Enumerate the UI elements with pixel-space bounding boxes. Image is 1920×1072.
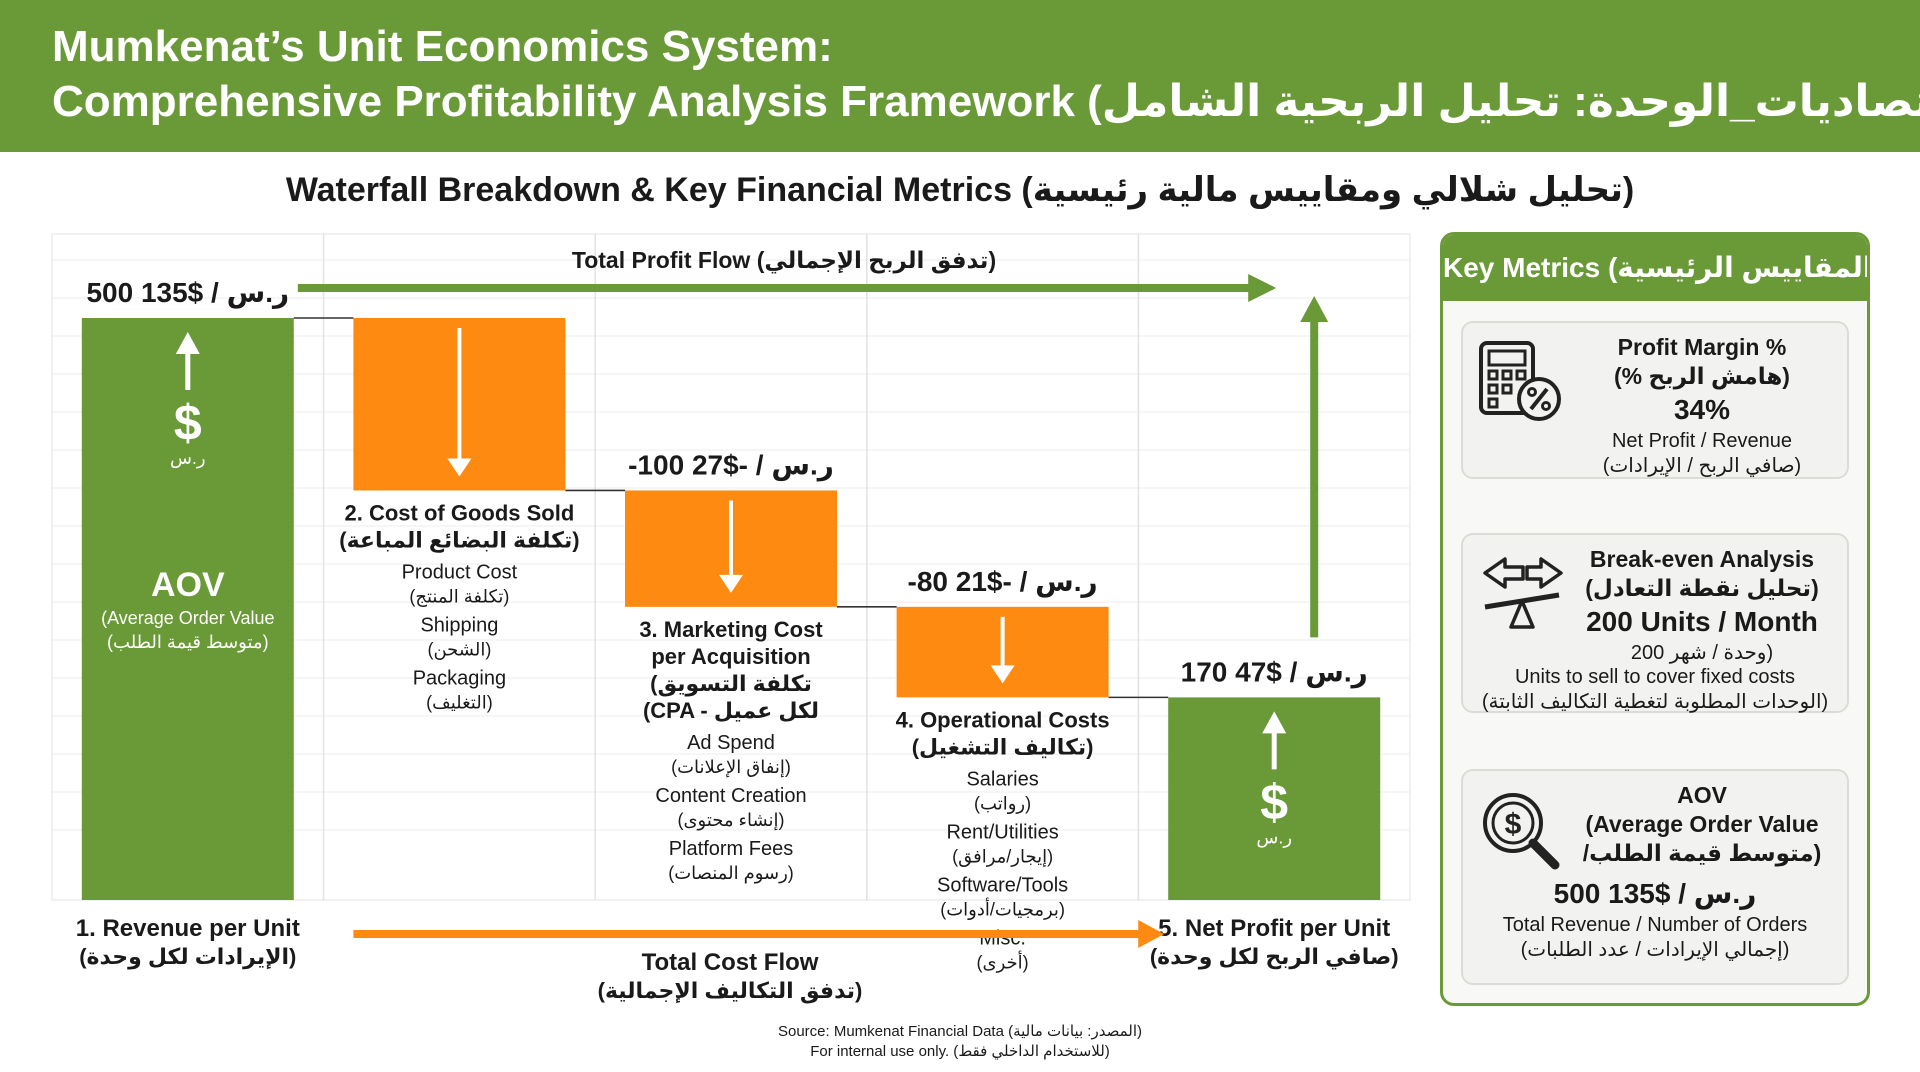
value-label-3: -100 ر.س / -$27 <box>628 449 834 481</box>
profit-flow-label: Total Profit Flow (تدفق الربح الإجمالي) <box>572 247 996 274</box>
cost-item: (التغليف) <box>426 692 493 712</box>
aov-bar-label: AOV <box>151 566 225 604</box>
riyal-symbol: ر.س <box>1256 827 1292 847</box>
step-label-3: 3. Marketing Cost <box>639 617 823 642</box>
page-title-line2: Comprehensive Profitability Analysis Fra… <box>52 77 1920 126</box>
cost-item: Ad Spend <box>687 732 775 754</box>
metric-note-line2: (صافي الربح / الإيرادات) <box>1602 455 1802 477</box>
step-label-5: (صافي الربح لكل وحدة) <box>1150 944 1399 970</box>
internal-use-line: For internal use only. (للاستخدام الداخل… <box>810 1043 1110 1060</box>
cost-item: (تكلفة المنتج) <box>409 586 509 607</box>
profit-flow-arrowhead <box>1248 274 1277 302</box>
step-label-3: (CPA - لكل عميل <box>643 698 819 723</box>
step-label-2: (تكلفة البضائع المباعة) <box>339 527 579 553</box>
cost-item: Product Cost <box>402 561 518 583</box>
metric-card-profit-margin: Profit Margin % (% هامش الربح) 34% Net P… <box>1461 321 1849 479</box>
cost-item: (إيجار/مرافق) <box>952 846 1053 867</box>
cost-item: (رسوم المنصات) <box>668 863 794 884</box>
aov-value: 500 ر.س / $135 <box>1553 878 1757 909</box>
cost-item: Content Creation <box>655 785 806 807</box>
step-label-5: 5. Net Profit per Unit <box>1158 915 1390 942</box>
step-label-3: per Acquisition <box>651 644 810 669</box>
step-label-3: (تكلفة التسويق <box>650 671 812 697</box>
svg-text:$: $ <box>1505 808 1522 841</box>
cost-item: Packaging <box>413 667 506 689</box>
cost-flow-label: Total Cost Flow <box>642 949 819 976</box>
key-metrics-panel: Key Metrics (المقاييس الرئيسية) Profit M… <box>1440 232 1870 1006</box>
bar-1 <box>81 318 294 900</box>
calculator-percent-icon <box>1479 341 1561 421</box>
metric-note-line2: (الوحدات المطلوبة لتغطية التكاليف الثابت… <box>1481 691 1829 713</box>
profit-flow-riser-head <box>1300 296 1329 322</box>
cost-item: Platform Fees <box>669 838 793 860</box>
metric-note-line1: Net Profit / Revenue <box>1611 430 1793 452</box>
up-arrow-head <box>175 332 200 354</box>
dollar-symbol: $ <box>174 395 202 451</box>
metric-note-line2: (إجمالي الإيرادات / عدد الطلبات) <box>1520 939 1790 961</box>
step-label-4: 4. Operational Costs <box>896 707 1110 732</box>
cost-item: (إنفاق الإعلانات) <box>671 757 791 777</box>
source-line: Source: Mumkenat Financial Data (المصدر:… <box>777 1023 1143 1040</box>
value-label-1: 500 ر.س / $135 <box>86 277 289 309</box>
balance-arrows-icon <box>1483 557 1563 629</box>
cost-item: (أخرى) <box>977 950 1029 973</box>
cost-item: (إنشاء محتوى) <box>677 810 784 831</box>
down-arrow-head <box>719 574 743 593</box>
metric-note-line1: Units to sell to cover fixed costs <box>1514 666 1796 688</box>
down-arrow-head <box>990 665 1015 684</box>
cost-item: Salaries <box>966 768 1038 790</box>
cost-item: Shipping <box>420 614 498 636</box>
metric-card-break-even: Break-even Analysis (تحليل نقطة التعادل)… <box>1461 533 1849 713</box>
chart-subtitle: Waterfall Breakdown & Key Financial Metr… <box>285 171 1635 209</box>
step-label-2: 2. Cost of Goods Sold <box>345 500 575 525</box>
aov-bar-sub: (Average Order Value <box>101 608 274 628</box>
step-label-4: (تكاليف التشغيل) <box>912 734 1094 759</box>
metric-note-line1: Total Revenue / Number of Orders <box>1502 914 1808 936</box>
metric-card-aov: $ AOV (Average Order Value /متوسط قيمة ا… <box>1461 769 1849 985</box>
metric-title-line1: Break-even Analysis <box>1589 546 1815 572</box>
source-note: Source: Mumkenat Financial Data (المصدر:… <box>0 1022 1920 1062</box>
cost-item: (الشحن) <box>427 639 491 660</box>
metric-title-line3: /متوسط قيمة الطلب) <box>1582 840 1822 866</box>
dollar-symbol: $ <box>1260 774 1288 830</box>
step-label-1: 1. Revenue per Unit <box>76 915 300 942</box>
profit-margin-value: 34% <box>1673 394 1731 425</box>
riyal-symbol: ر.س <box>170 448 206 468</box>
metric-title-line2: (Average Order Value <box>1585 811 1819 837</box>
cost-flow-arrowhead <box>1138 920 1165 948</box>
down-arrow-head <box>447 458 472 477</box>
up-arrow-head <box>1262 711 1287 734</box>
cost-item: Software/Tools <box>937 874 1068 896</box>
metric-title-line2: (تحليل نقطة التعادل) <box>1585 575 1819 601</box>
metric-title-line1: Profit Margin % <box>1617 334 1787 360</box>
key-metrics-title: Key Metrics (المقاييس الرئيسية) <box>1443 235 1867 301</box>
value-label-5: 170 ر.س / $47 <box>1181 656 1368 688</box>
step-label-1: (الإيرادات لكل وحدة) <box>79 944 296 970</box>
break-even-value-local: 200 وحدة / شهر) <box>1630 642 1774 664</box>
page-title-line1: Mumkenat’s Unit Economics System: <box>52 22 833 71</box>
value-label-4: -80 ر.س / -$21 <box>908 566 1098 598</box>
metric-title-line1: AOV <box>1677 782 1727 808</box>
cost-item: Rent/Utilities <box>946 821 1058 843</box>
cost-item: (رواتب) <box>974 793 1031 814</box>
cost-flow-label: (تدفق التكاليف الإجمالية) <box>598 978 863 1004</box>
cost-item: (برمجيات/أدوات) <box>940 897 1065 920</box>
metric-title-line2: (% هامش الربح) <box>1614 363 1790 389</box>
break-even-value: 200 Units / Month <box>1586 606 1818 637</box>
aov-bar-sub: (متوسط قيمة الطلب) <box>107 632 269 653</box>
header-banner: Mumkenat’s Unit Economics System: Compre… <box>0 0 1920 152</box>
dollar-magnifier-icon: $ <box>1483 793 1560 870</box>
